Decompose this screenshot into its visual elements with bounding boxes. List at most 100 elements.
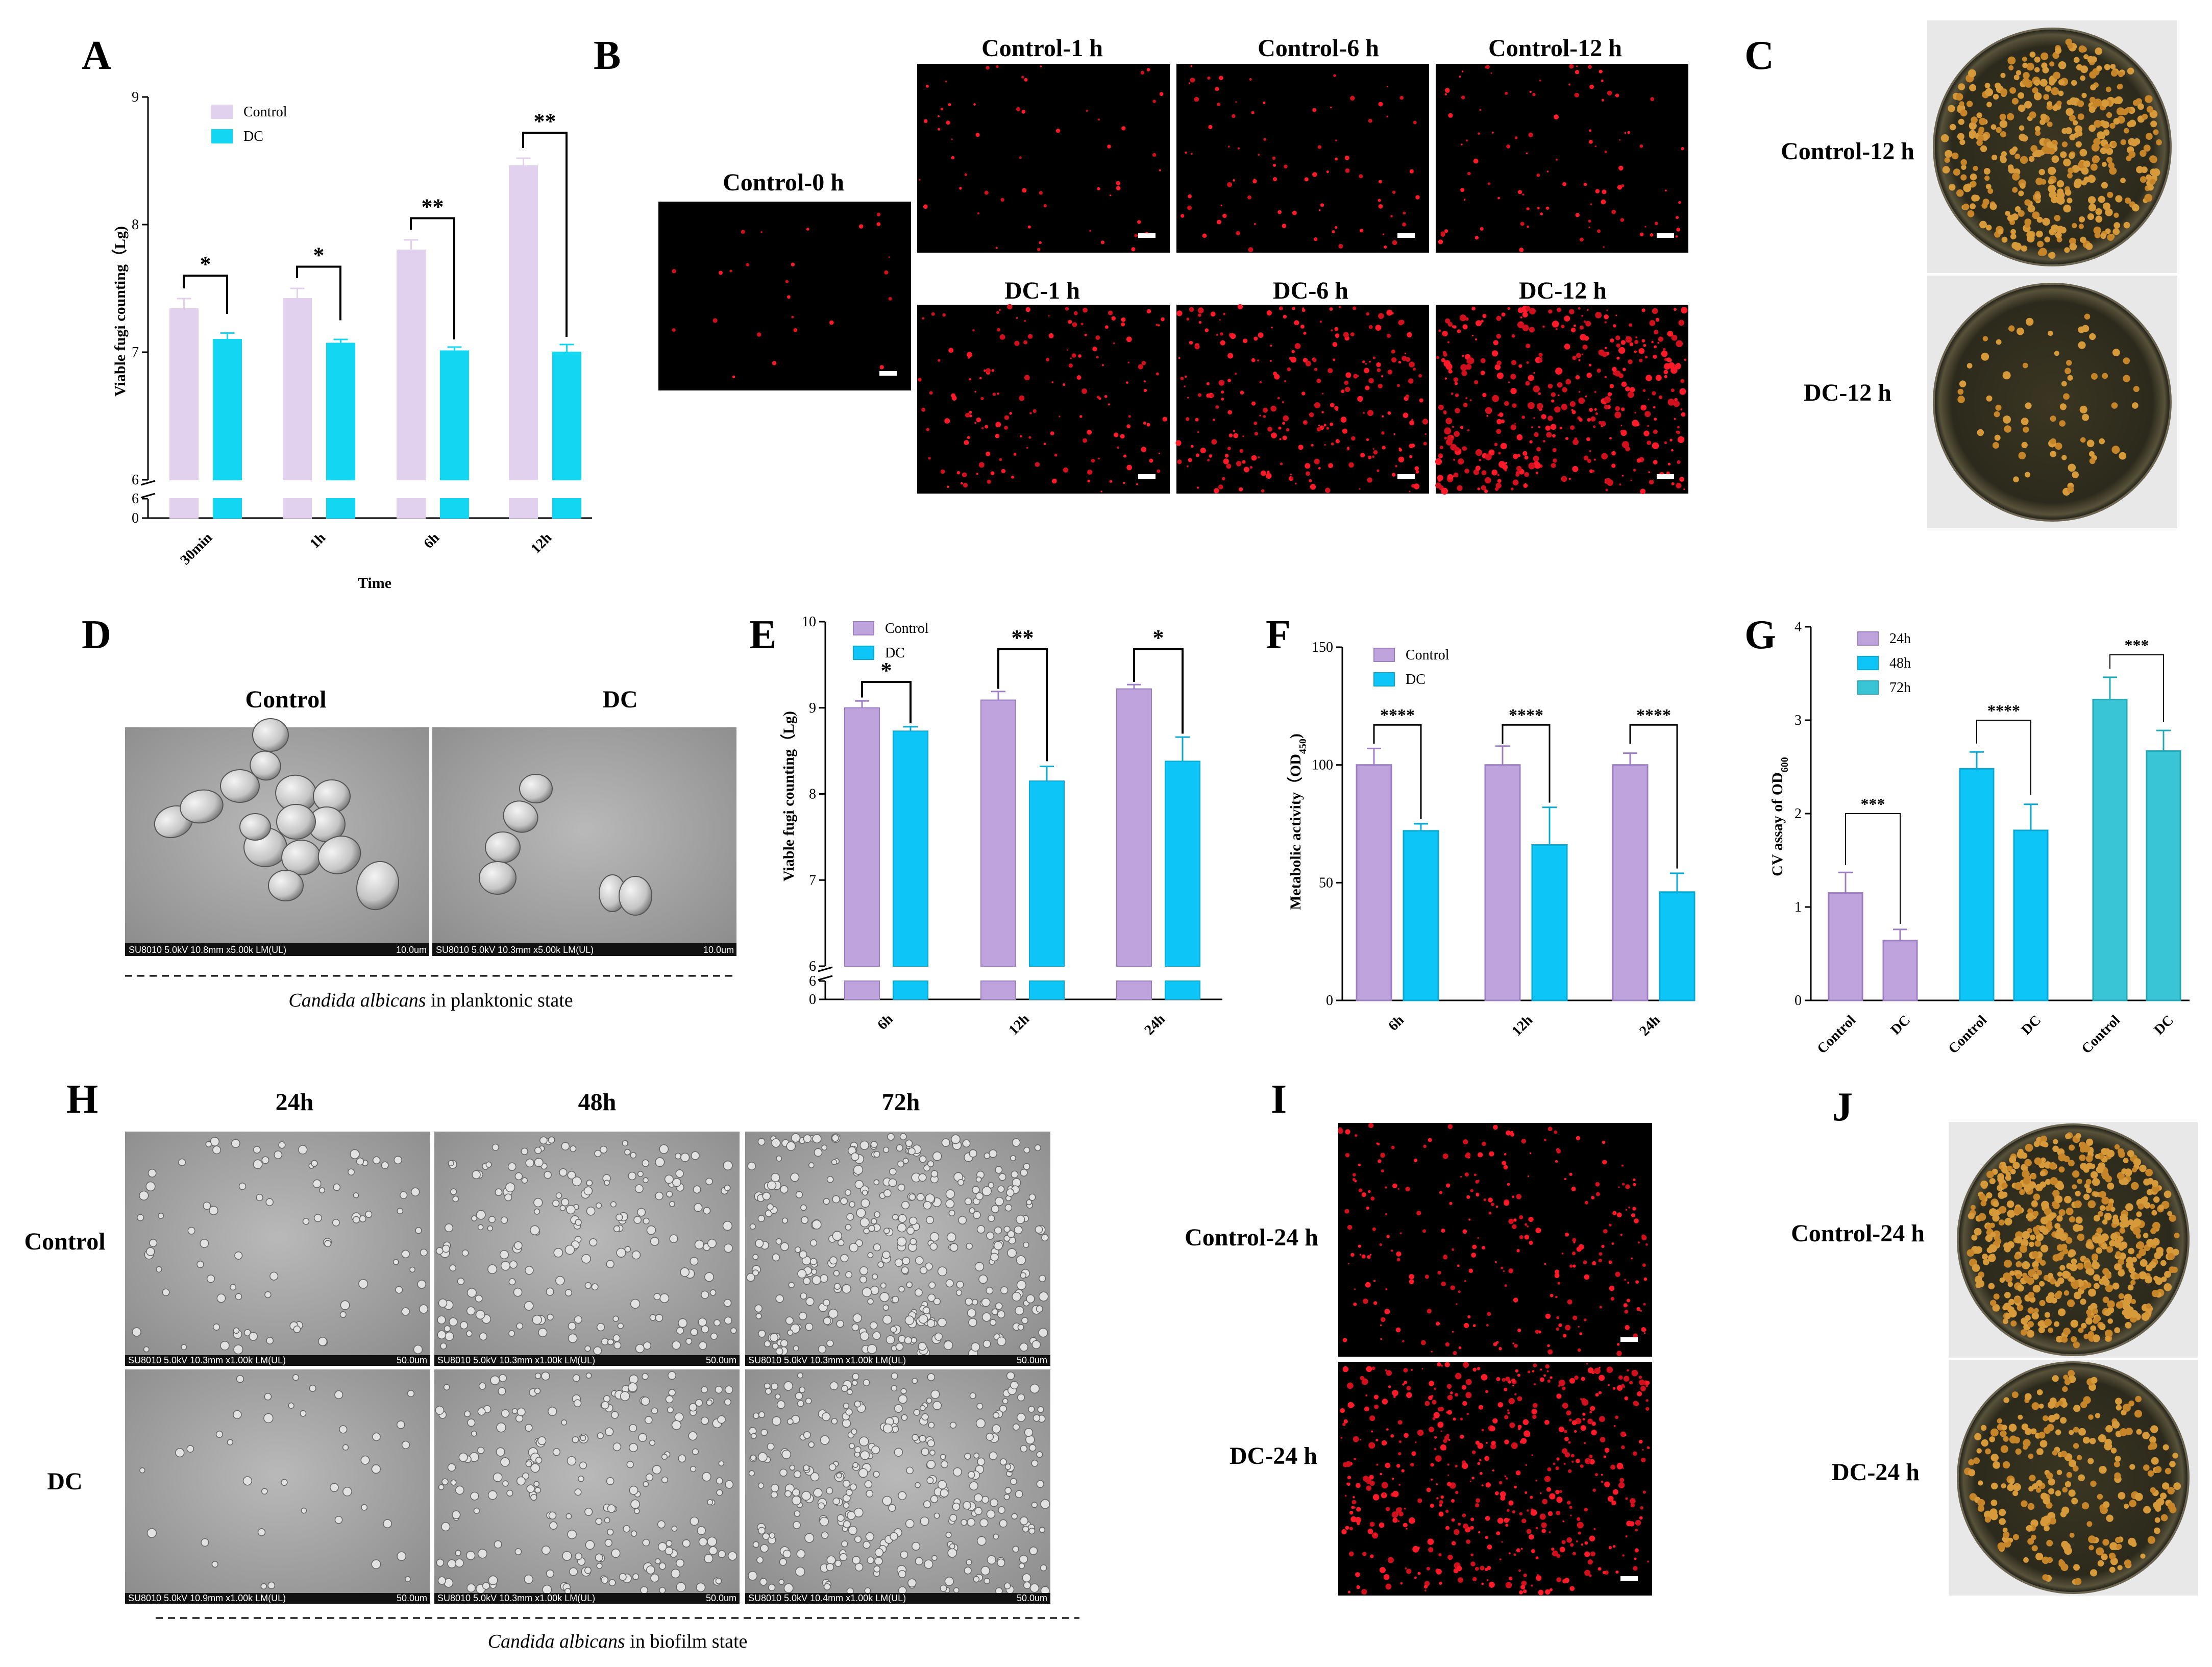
sem-h-dc-48h-cell: [561, 1419, 567, 1426]
plate-control-12h-colony: [2049, 61, 2055, 67]
chart-a-bar-lower: [440, 498, 469, 519]
fluo-i-control-cell: [1355, 1134, 1358, 1137]
fluo-dc-12h-cell: [1439, 446, 1443, 450]
sem-h-control-72h-cell: [927, 1160, 935, 1167]
fluo-control-1h-cell: [1137, 220, 1141, 224]
fluo-dc-6h-cell: [1387, 411, 1391, 415]
sem-h-control-48h-cell: [704, 1272, 714, 1282]
sem-h-control-24h-cell: [206, 1274, 215, 1283]
fluo-i-dc-cell: [1606, 1366, 1613, 1373]
fluo-i-control-cell: [1347, 1224, 1353, 1230]
fluo-i-control-cell: [1466, 1195, 1470, 1199]
sem-h-dc-72h-cell: [921, 1413, 929, 1421]
sem-h-control-72h-cell: [867, 1344, 877, 1354]
fluo-i-control-cell: [1529, 1152, 1532, 1155]
fluo-i-control-cell: [1578, 1326, 1580, 1328]
plate-control-12h-colony: [1968, 69, 1976, 78]
chart-a-bar: [213, 339, 242, 480]
sem-h-dc-72h-cell: [930, 1389, 940, 1399]
fluo-i-dc-cell: [1622, 1554, 1625, 1557]
plate-control-12h-colony: [1989, 203, 1997, 210]
plate-control-24h-colony: [2063, 1156, 2070, 1162]
sem-h-control-72h-cell: [867, 1298, 874, 1305]
fluo-dc-6h-cell: [1213, 419, 1215, 421]
fluo-dc-1h-cell: [918, 377, 922, 382]
sem-h-control-24h-cell: [205, 1141, 212, 1147]
sem-h-dc-48h-cell: [671, 1568, 680, 1579]
fluo-dc-6h-cell: [1372, 356, 1376, 359]
plate-dc-24h-colony: [2028, 1486, 2034, 1492]
fluo-i-dc-cell: [1551, 1548, 1555, 1551]
plate-dc-12h-colony: [2021, 442, 2028, 449]
fluo-dc-12h-cell: [1538, 426, 1540, 428]
sem-h-dc-72h-cell: [949, 1543, 955, 1550]
plate-control-24h-colony: [2131, 1182, 2139, 1190]
fluo-dc-12h-cell: [1535, 472, 1538, 475]
fluo-i-dc-cell: [1439, 1504, 1442, 1507]
sem-h-control-48h-cell: [723, 1298, 732, 1307]
fluo-dc-12h-cell: [1641, 339, 1645, 342]
sem-h-control-24h-cell: [253, 1159, 263, 1169]
plate-control-24h-colony: [2093, 1215, 2100, 1222]
sem-h-control-24h-cell: [233, 1344, 243, 1355]
fluo-i-control-cell: [1538, 1330, 1541, 1334]
sem-h-dc-48h-cell: [535, 1457, 543, 1464]
sem-h-dc-24h-cell: [263, 1413, 274, 1424]
plate-control-24h-colony: [2032, 1285, 2041, 1293]
sem-h-dc-48h-cell: [692, 1448, 699, 1455]
sem-h-dc-48h-cell: [689, 1403, 697, 1412]
plate-control-12h-colony: [2019, 125, 2025, 131]
fluo-i-dc-cell: [1428, 1395, 1433, 1401]
sem-h-dc-72h-cell: [829, 1381, 839, 1390]
plate-control-24h-colony: [2048, 1272, 2053, 1279]
fluo-i-control-cell: [1521, 1139, 1527, 1144]
fluo-dc-6h-cell: [1334, 327, 1339, 331]
sem-h-dc-72h-cell: [1003, 1493, 1010, 1500]
fluo-i-dc-cell: [1544, 1419, 1550, 1425]
fluo-i-dc-cell: [1409, 1517, 1415, 1524]
plate-control-12h-colony: [2041, 179, 2047, 185]
fluo-dc-12h-cell: [1681, 412, 1686, 417]
fluo-dc-12h-cell: [1496, 372, 1504, 379]
sem-h-dc-48h-cell: [629, 1374, 638, 1384]
fluo-control-12h-cell: [1615, 93, 1619, 97]
sem-h-dc-72h-cell: [912, 1378, 918, 1384]
sem-h-control-72h-cell: [887, 1133, 895, 1141]
sem-h-dc-48h-cell: [525, 1424, 533, 1432]
plate-control-12h-colony: [2095, 208, 2102, 215]
fluo-dc-1h-cell: [1004, 426, 1008, 430]
fluo-dc-12h-cell: [1673, 400, 1680, 407]
sem-h-dc-24h-cell: [371, 1559, 381, 1570]
sem-h-control-48h-cell: [507, 1162, 517, 1171]
sem-h-control-72h-cell: [832, 1195, 840, 1204]
plate-dc-24h-colony: [2119, 1428, 2128, 1436]
plate-dc-24h-colony: [2154, 1517, 2160, 1523]
sem-h-dc-72h-cell: [1036, 1480, 1044, 1488]
fluo-dc-6h-cell: [1359, 488, 1361, 490]
fluo-dc-6h-cell: [1197, 307, 1204, 314]
fluo-i-control-cell: [1507, 1183, 1510, 1186]
plate-control-24h-colony: [2014, 1182, 2023, 1190]
fluo-dc-12h-cell: [1538, 353, 1543, 357]
fluo-dc-12h-cell: [1612, 366, 1617, 372]
fluo-dc-1h-cell: [1136, 483, 1138, 485]
chart-e-bar: [1165, 761, 1200, 967]
plate-control-12h-colony: [2105, 208, 2113, 216]
plate-control-24h-colony: [2139, 1165, 2147, 1172]
fluo-i-dc-cell: [1343, 1419, 1348, 1424]
sem-h-dc-48h-cell: [665, 1547, 673, 1555]
fluo-i-dc-cell: [1642, 1490, 1646, 1494]
plate-control-24h-colony: [2110, 1207, 2116, 1212]
fluo-i-dc-cell: [1546, 1370, 1549, 1372]
sem-h-dc-72h-cell: [969, 1392, 976, 1400]
fluo-dc-12h-cell: [1670, 388, 1675, 393]
fluo-dc-12h-cell: [1461, 370, 1467, 376]
fluo-i-control-cell: [1502, 1161, 1507, 1166]
fluo-dc-6h-cell: [1396, 384, 1400, 387]
plate-control-12h-colony: [2080, 236, 2086, 243]
plate-control-12h-colony: [2061, 141, 2068, 148]
sem-h-dc-48h-cell: [525, 1460, 532, 1467]
sem-h-control-24h-cell: [200, 1239, 209, 1248]
fluo-i-control-cell: [1354, 1288, 1356, 1290]
fluo-control-12h-cell: [1529, 90, 1532, 93]
